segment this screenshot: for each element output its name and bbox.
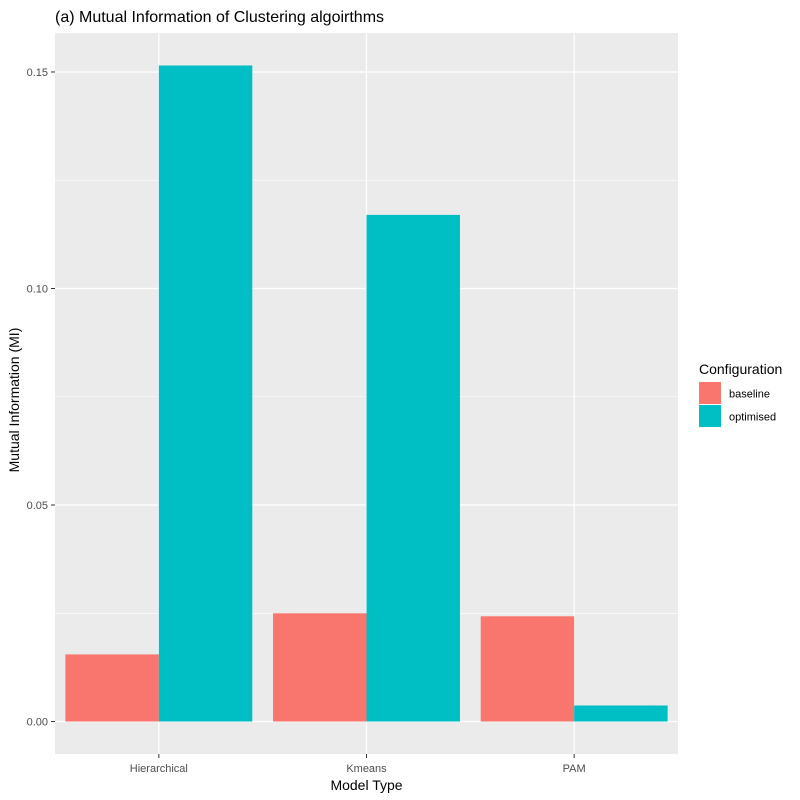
y-axis-ticks: 0.00 0.05 0.10 0.15 (27, 67, 55, 729)
y-tick-label: 0.05 (27, 500, 48, 512)
y-tick-label: 0.15 (27, 67, 48, 79)
y-tick-label: 0.00 (27, 717, 48, 729)
x-tick-label: Kmeans (346, 763, 387, 775)
bars (65, 65, 668, 722)
legend-label-baseline: baseline (729, 389, 770, 401)
x-axis-ticks: Hierarchical Kmeans PAM (130, 754, 586, 775)
legend-label-optimised: optimised (729, 412, 776, 424)
legend: Configuration baseline optimised (699, 361, 782, 427)
y-tick-label: 0.10 (27, 283, 48, 295)
chart-title: (a) Mutual Information of Clustering alg… (55, 9, 384, 26)
x-tick-label: Hierarchical (130, 763, 188, 775)
bar-optimised-kmeans (366, 214, 460, 722)
x-tick-label: PAM (563, 763, 586, 775)
bar-baseline-hierarchical (65, 654, 159, 722)
bar-optimised-pam (574, 705, 668, 722)
x-axis-title: Model Type (330, 777, 402, 793)
bar-baseline-pam (480, 616, 575, 722)
bar-baseline-kmeans (273, 613, 367, 722)
legend-key-baseline (699, 382, 721, 404)
legend-title: Configuration (699, 361, 782, 377)
bar-optimised-hierarchical (158, 65, 253, 722)
y-axis-title: Mutual Information (MI) (6, 328, 22, 473)
legend-key-optimised (699, 405, 721, 427)
